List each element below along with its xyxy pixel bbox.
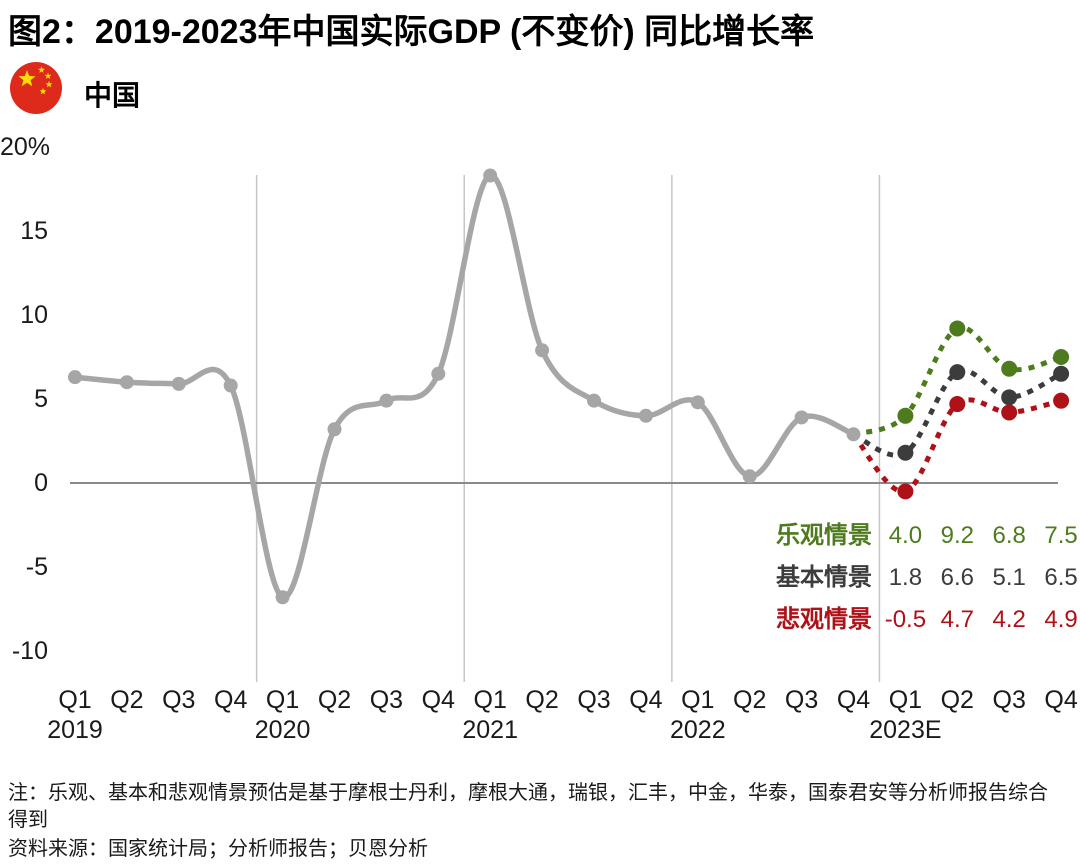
x-quarter-label: Q1 [473, 686, 507, 714]
legend-scenario-label: 乐观情景 [776, 522, 872, 549]
legend-scenario-value: 6.8 [992, 522, 1026, 549]
x-quarter-label: Q3 [992, 686, 1026, 714]
scenario-point [1053, 349, 1070, 365]
historical-point [794, 410, 809, 425]
x-quarter-label: Q3 [577, 686, 611, 714]
scenario-line-3 [851, 397, 1062, 494]
x-quarter-label: Q1 [58, 686, 92, 714]
historical-point [275, 590, 290, 605]
historical-point [587, 393, 601, 408]
scenario-point [1001, 360, 1018, 377]
scenario-point [1001, 404, 1018, 421]
y-tick-label: 5 [34, 385, 48, 413]
historical-point [638, 408, 653, 423]
legend-scenario-value: 6.5 [1044, 564, 1078, 591]
legend-scenario-value: 4.9 [1044, 606, 1078, 633]
historical-point [483, 168, 498, 183]
x-year-label: 2019 [47, 716, 103, 744]
x-quarter-label: Q1 [265, 686, 300, 714]
x-quarter-label: Q1 [681, 686, 715, 714]
x-year-label: 2023E [869, 716, 942, 744]
legend-scenario-value: 5.1 [992, 564, 1026, 591]
legend-scenario-value: 1.8 [888, 564, 923, 591]
note-text: 注：乐观、基本和悲观情景预估是基于摩根士丹利，摩根大通，瑞银，汇丰，中金，华泰，… [8, 782, 1048, 831]
x-quarter-label: Q4 [1044, 686, 1078, 714]
x-quarter-label: Q3 [162, 686, 196, 714]
historical-point [223, 378, 238, 393]
legend-scenario-value: 6.6 [940, 564, 974, 591]
x-quarter-label: Q4 [421, 686, 455, 714]
scenario-point [949, 320, 966, 337]
legend-scenario-value: 7.5 [1044, 522, 1078, 549]
y-tick-label: -10 [11, 637, 48, 665]
scenario-point [1001, 389, 1018, 406]
x-quarter-label: Q4 [214, 686, 248, 714]
x-quarter-label: Q2 [733, 686, 767, 714]
china-flag-icon [10, 62, 62, 114]
historical-point [535, 343, 550, 358]
historical-point [171, 376, 186, 391]
y-tick-label: 15 [20, 217, 48, 245]
country-label: 中国 [84, 80, 141, 111]
x-quarter-label: Q4 [629, 686, 663, 714]
historical-point [846, 427, 861, 442]
y-tick-label: 20% [0, 133, 51, 161]
y-tick-label: 0 [34, 469, 48, 497]
x-year-label: 2021 [462, 716, 518, 744]
y-tick-label: 10 [20, 301, 48, 329]
legend-scenario-label: 基本情景 [776, 564, 872, 591]
y-tick-label: -5 [25, 553, 48, 581]
historical-point [68, 370, 82, 385]
historical-point [379, 393, 394, 408]
x-quarter-label: Q4 [836, 686, 871, 714]
source-text: 资料来源：国家统计局；分析师报告；贝恩分析 [8, 838, 428, 860]
legend-scenario-value: -0.5 [884, 606, 927, 633]
x-quarter-label: Q2 [525, 686, 559, 714]
scenario-line-2 [852, 368, 1063, 458]
x-quarter-label: Q3 [369, 686, 404, 714]
legend-scenario-value: 4.0 [888, 522, 923, 549]
x-quarter-label: Q2 [110, 686, 144, 714]
historical-point [742, 469, 757, 484]
x-quarter-label: Q2 [317, 686, 352, 714]
historical-point [119, 375, 134, 390]
scenario-point [1053, 392, 1070, 409]
legend-scenario-label: 悲观情景 [776, 606, 872, 633]
scenario-point [949, 364, 966, 381]
x-quarter-label: Q3 [784, 686, 819, 714]
historical-point [327, 422, 342, 437]
legend-scenario-value: 9.2 [940, 522, 974, 549]
legend-scenario-value: 4.7 [940, 606, 974, 633]
x-year-label: 2022 [669, 716, 726, 744]
x-quarter-label: Q1 [888, 686, 923, 714]
scenario-point [949, 396, 966, 413]
x-quarter-label: Q2 [940, 686, 974, 714]
scenario-line-1 [852, 325, 1062, 437]
legend-scenario-value: 4.2 [992, 606, 1026, 633]
x-year-label: 2020 [254, 716, 311, 744]
historical-point [431, 366, 446, 381]
figure-title: 图2：2019-2023年中国实际GDP (不变价) 同比增长率 [8, 13, 815, 51]
scenario-point [897, 407, 914, 424]
scenario-point [1053, 365, 1070, 382]
historical-point [690, 395, 705, 410]
scenario-point [897, 483, 914, 500]
scenario-point [897, 444, 914, 461]
